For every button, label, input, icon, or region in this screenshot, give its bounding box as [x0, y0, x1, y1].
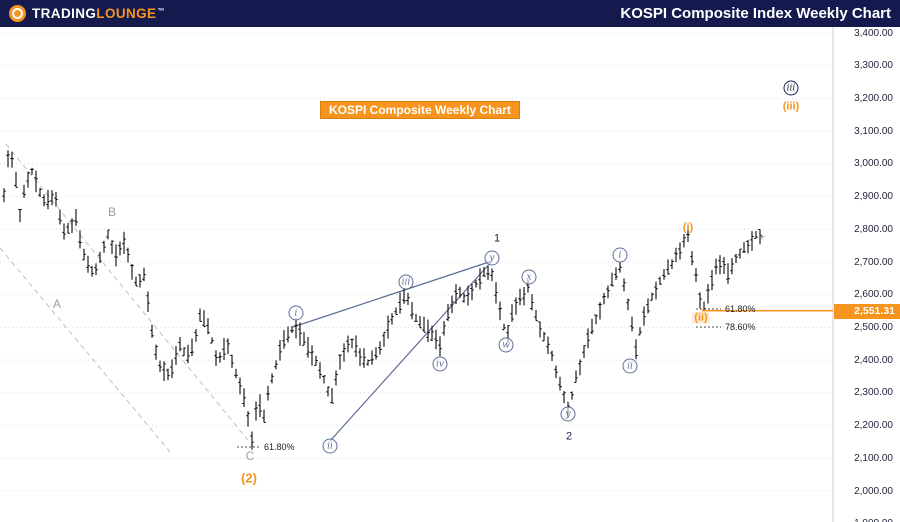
- fib-percent-label: 61.80%: [264, 442, 295, 452]
- wave-label-y: y: [560, 406, 576, 422]
- tradinglounge-logo-icon: [9, 5, 26, 22]
- header-bar: TRADINGLOUNGE™ KOSPI Composite Index Wee…: [0, 0, 900, 27]
- channel-line: [5, 143, 257, 451]
- wave-label-2: (2): [241, 470, 257, 486]
- brand-trading: TRADING: [32, 6, 97, 21]
- wave-label-a: A: [52, 297, 62, 311]
- wave-label-iii: iii: [783, 80, 799, 96]
- wave-label-x: x: [521, 269, 537, 285]
- page-title: KOSPI Composite Index Weekly Chart: [620, 5, 891, 22]
- wave-label-iii: (iii): [782, 100, 800, 113]
- tradinglounge-logo: TRADINGLOUNGE™: [9, 5, 165, 22]
- fib-percent-label: 61.80%: [725, 304, 756, 314]
- wave-label-ii: (ii): [692, 311, 710, 324]
- wave-label-iv: iv: [432, 356, 448, 372]
- wave-label-v: v: [484, 250, 500, 266]
- wave-label-b: B: [107, 205, 117, 219]
- wave-label-w: w: [498, 337, 514, 353]
- trademark-symbol: ™: [157, 7, 165, 15]
- wedge-trendline: [329, 260, 493, 442]
- wedge-trendline: [292, 260, 493, 328]
- chart-badge: KOSPI Composite Weekly Chart: [320, 101, 520, 119]
- wave-label-iii: iii: [398, 274, 414, 290]
- wave-label-i: i: [288, 305, 304, 321]
- wave-label-1: 1: [493, 232, 501, 245]
- brand-lounge: LOUNGE: [96, 6, 157, 21]
- wave-label-ii: ii: [322, 438, 338, 454]
- price-tag: 2,551.31: [834, 303, 900, 319]
- wave-label-c: C: [245, 449, 255, 463]
- wave-label-2: 2: [565, 430, 573, 443]
- wave-label-i: i: [612, 247, 628, 263]
- wave-label-i: (i): [682, 221, 694, 234]
- wave-label-ii: ii: [622, 358, 638, 374]
- brand-text: TRADINGLOUNGE™: [32, 6, 165, 21]
- wave-label-+: +: [758, 231, 766, 244]
- fib-percent-label: 78.60%: [725, 322, 756, 332]
